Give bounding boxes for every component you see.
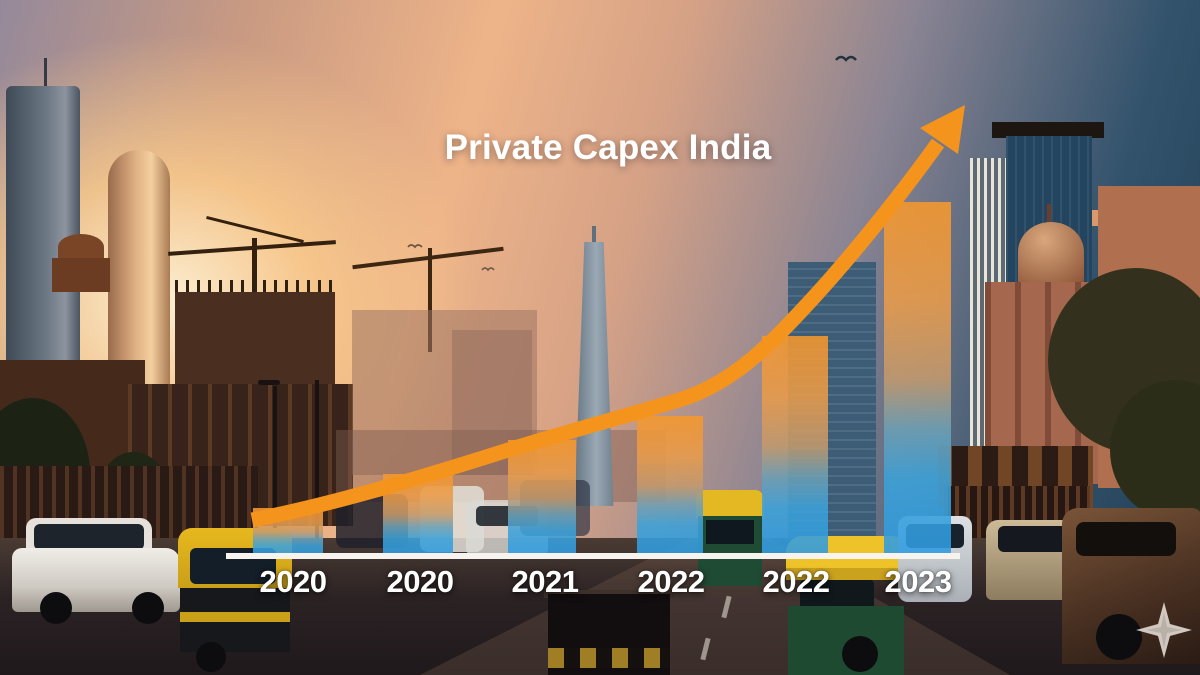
wheel	[196, 642, 226, 672]
bar-2022-b	[762, 336, 828, 556]
bronze-suv-windows	[1076, 522, 1176, 556]
bar-2023	[884, 202, 951, 556]
wheel	[132, 592, 164, 624]
bar-2022-a	[637, 416, 703, 556]
x-tick-label: 2022	[637, 564, 705, 599]
wheel	[842, 636, 878, 672]
x-axis-line	[226, 553, 960, 559]
x-tick-label: 2020	[386, 564, 454, 599]
four-point-star-icon	[1136, 602, 1192, 658]
auto-rickshaw-right-band	[786, 568, 906, 580]
street-lamp-head	[258, 380, 280, 385]
antenna-spire	[44, 58, 47, 90]
wheel	[40, 592, 72, 624]
chart-title: Private Capex India	[444, 128, 772, 167]
chhatri-pavilion	[52, 258, 110, 292]
bar-2021	[508, 440, 576, 556]
bird-icon	[835, 55, 857, 62]
x-tick-label: 2022	[762, 564, 830, 599]
bar-series	[253, 202, 951, 556]
chhatri-dome	[58, 234, 104, 260]
auto-rickshaw-mid-windshield	[706, 520, 754, 544]
tower-finial	[592, 226, 596, 244]
bird-icon	[407, 244, 423, 249]
bird-icon	[481, 267, 495, 272]
heritage-dome	[1018, 222, 1084, 282]
rebar-spikes	[175, 280, 335, 294]
trend-arrowhead-icon	[920, 105, 965, 154]
x-tick-label: 2020	[259, 564, 327, 599]
x-tick-label: 2021	[511, 564, 579, 599]
dome-finial	[1047, 204, 1051, 224]
auto-rickshaw-left-stripe	[180, 612, 290, 622]
x-tick-label: 2023	[884, 564, 952, 599]
trend-line	[250, 138, 945, 528]
street-lamp-pole2	[315, 380, 319, 544]
auto-rickshaw-mid-roof	[696, 490, 764, 518]
construction-crane2-mast	[428, 248, 432, 352]
wheel	[1096, 614, 1142, 660]
white-suv-windows	[34, 524, 144, 550]
street-lamp-pole	[273, 386, 277, 544]
tower-roof-slab	[992, 122, 1104, 138]
median-hazard-stripes	[548, 648, 670, 668]
